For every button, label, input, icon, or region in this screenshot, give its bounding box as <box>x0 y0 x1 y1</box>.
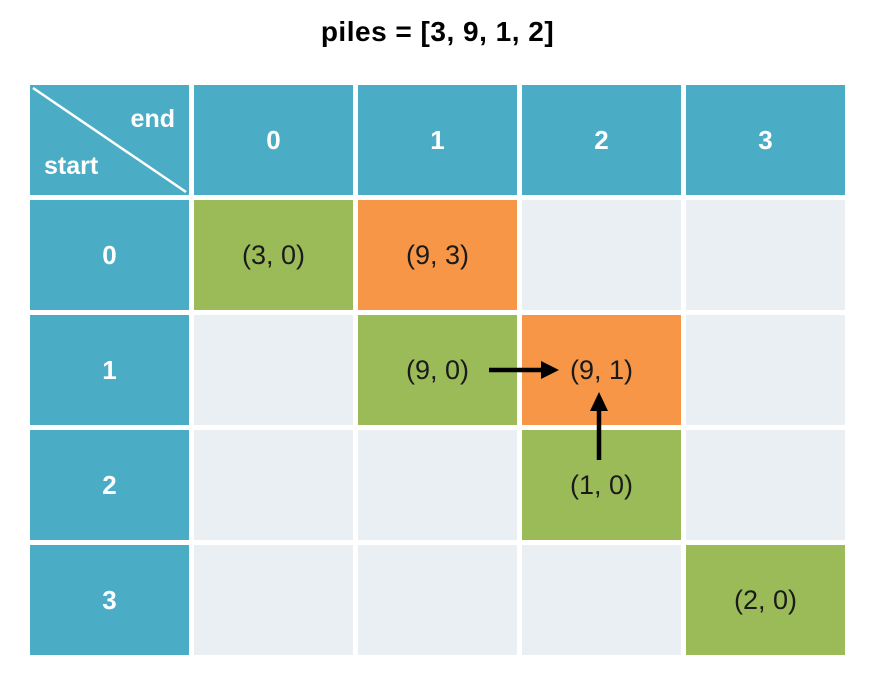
dp-cell-r1c0 <box>194 315 353 425</box>
diagonal-divider <box>32 86 187 194</box>
col-header-1: 1 <box>358 85 517 195</box>
dp-grid: end start 0 1 2 3 0 (3, 0) (9, 3) 1 (9, … <box>30 85 845 655</box>
dp-cell-r1c3 <box>686 315 845 425</box>
dp-cell-r2c0 <box>194 430 353 540</box>
corner-end-label: end <box>130 105 175 133</box>
dp-cell-r2c2: (1, 0) <box>522 430 681 540</box>
row-header-1: 1 <box>30 315 189 425</box>
dp-cell-r2c1 <box>358 430 517 540</box>
row-header-0: 0 <box>30 200 189 310</box>
corner-start-label: start <box>44 152 99 180</box>
dp-cell-r1c1: (9, 0) <box>358 315 517 425</box>
dp-cell-r3c2 <box>522 545 681 655</box>
col-header-2: 2 <box>522 85 681 195</box>
dp-cell-r0c2 <box>522 200 681 310</box>
col-header-3: 3 <box>686 85 845 195</box>
dp-cell-r3c3: (2, 0) <box>686 545 845 655</box>
page-title: piles = [3, 9, 1, 2] <box>320 16 555 47</box>
dp-cell-r0c3 <box>686 200 845 310</box>
dp-table: end start 0 1 2 3 0 (3, 0) (9, 3) 1 (9, … <box>30 85 845 655</box>
corner-cell: end start <box>30 85 189 195</box>
dp-cell-r0c0: (3, 0) <box>194 200 353 310</box>
dp-cell-r1c2: (9, 1) <box>522 315 681 425</box>
dp-cell-r0c1: (9, 3) <box>358 200 517 310</box>
dp-cell-r3c1 <box>358 545 517 655</box>
row-header-3: 3 <box>30 545 189 655</box>
row-header-2: 2 <box>30 430 189 540</box>
page: piles = [3, 9, 1, 2] end start 0 1 2 3 0… <box>0 16 873 655</box>
dp-cell-r2c3 <box>686 430 845 540</box>
col-header-0: 0 <box>194 85 353 195</box>
dp-cell-r3c0 <box>194 545 353 655</box>
